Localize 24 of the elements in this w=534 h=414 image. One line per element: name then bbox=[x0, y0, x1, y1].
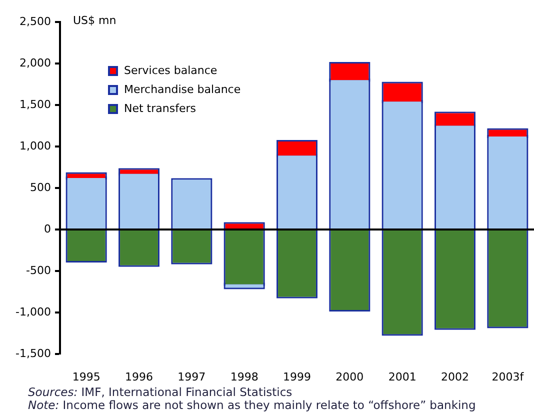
legend-label: Services balance bbox=[124, 64, 218, 77]
y-tick-label: 1,000 bbox=[20, 139, 51, 152]
x-tick-label: 1995 bbox=[72, 370, 100, 384]
y-tick-label: 0 bbox=[44, 222, 51, 236]
x-tick-label: 1997 bbox=[178, 370, 206, 384]
y-tick-label: -500 bbox=[26, 264, 51, 277]
x-tick-label: 1998 bbox=[230, 370, 258, 384]
y-tick-label: -1,500 bbox=[16, 346, 51, 360]
x-tick-label: 2003f bbox=[492, 370, 525, 384]
legend-label: Net transfers bbox=[124, 102, 196, 115]
legend-label: Merchandise balance bbox=[124, 83, 241, 96]
source-note: Sources: IMF, International Financial Statistics bbox=[28, 385, 292, 399]
x-tick-label: 2000 bbox=[336, 370, 364, 384]
y-tick-label: 2,000 bbox=[20, 56, 51, 70]
x-tick-label: 2002 bbox=[441, 370, 469, 384]
x-tick-label: 1996 bbox=[125, 370, 153, 384]
y-tick-label: 1,500 bbox=[20, 98, 51, 111]
y-tick-label: -1,000 bbox=[16, 305, 51, 318]
y-tick-label: 2,500 bbox=[20, 14, 51, 28]
y-axis-title: US$ mn bbox=[73, 14, 116, 27]
y-tick-label: 500 bbox=[30, 180, 51, 194]
text: Note: Income flows are not shown as they mainly relate to “offshore” banking bbox=[28, 398, 476, 412]
x-tick-label: 2001 bbox=[388, 370, 416, 384]
x-tick-label: 1999 bbox=[283, 370, 311, 384]
